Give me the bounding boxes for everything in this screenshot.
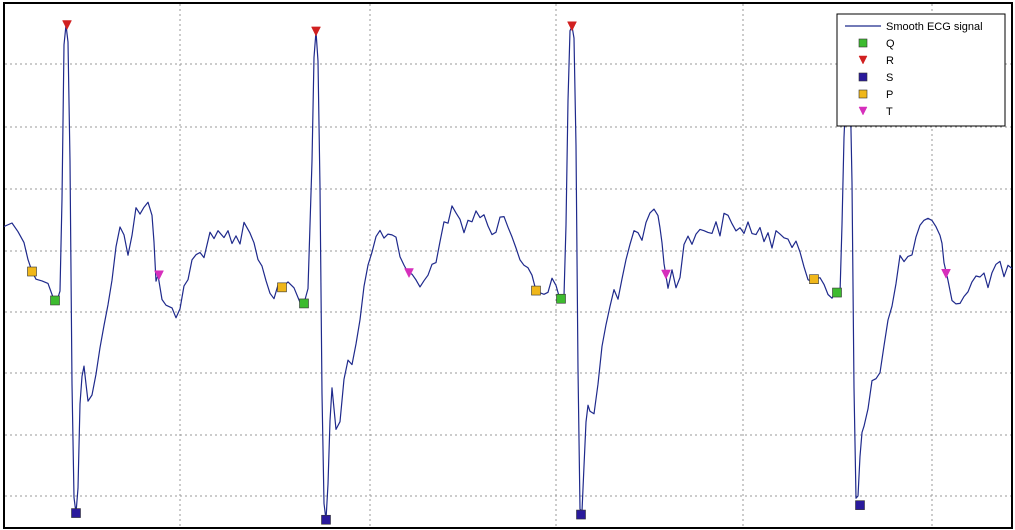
- gridlines: [5, 4, 1011, 527]
- marker-q: [50, 295, 60, 306]
- marker-s: [321, 514, 331, 525]
- legend-label-smooth-ecg-signal: Smooth ECG signal: [886, 21, 983, 33]
- marker-t: [404, 268, 414, 279]
- marker-t: [941, 268, 951, 279]
- marker-p: [531, 285, 541, 296]
- marker-r: [567, 21, 577, 32]
- legend-label-q: Q: [886, 38, 895, 50]
- marker-q: [299, 298, 309, 309]
- legend-label-p: P: [886, 89, 893, 101]
- marker-p: [27, 266, 37, 277]
- marker-t: [661, 269, 671, 280]
- legend-label-r: R: [886, 55, 894, 67]
- marker-s: [576, 509, 586, 520]
- legend-swatch-p: [858, 89, 868, 99]
- marker-q: [556, 293, 566, 304]
- legend-swatch-s: [858, 72, 868, 82]
- legend-label-t: T: [886, 106, 893, 118]
- legend-swatch-r: [858, 55, 868, 65]
- marker-r: [62, 20, 72, 31]
- legend-swatch-q: [858, 38, 868, 48]
- legend-label-s: S: [886, 72, 893, 84]
- marker-p: [277, 282, 287, 293]
- marker-s: [855, 500, 865, 510]
- marker-p: [809, 274, 819, 284]
- marker-t: [154, 270, 164, 281]
- marker-s: [71, 508, 81, 518]
- marker-q: [832, 287, 842, 298]
- legend-swatch-t: [858, 106, 868, 116]
- marker-r: [311, 26, 321, 37]
